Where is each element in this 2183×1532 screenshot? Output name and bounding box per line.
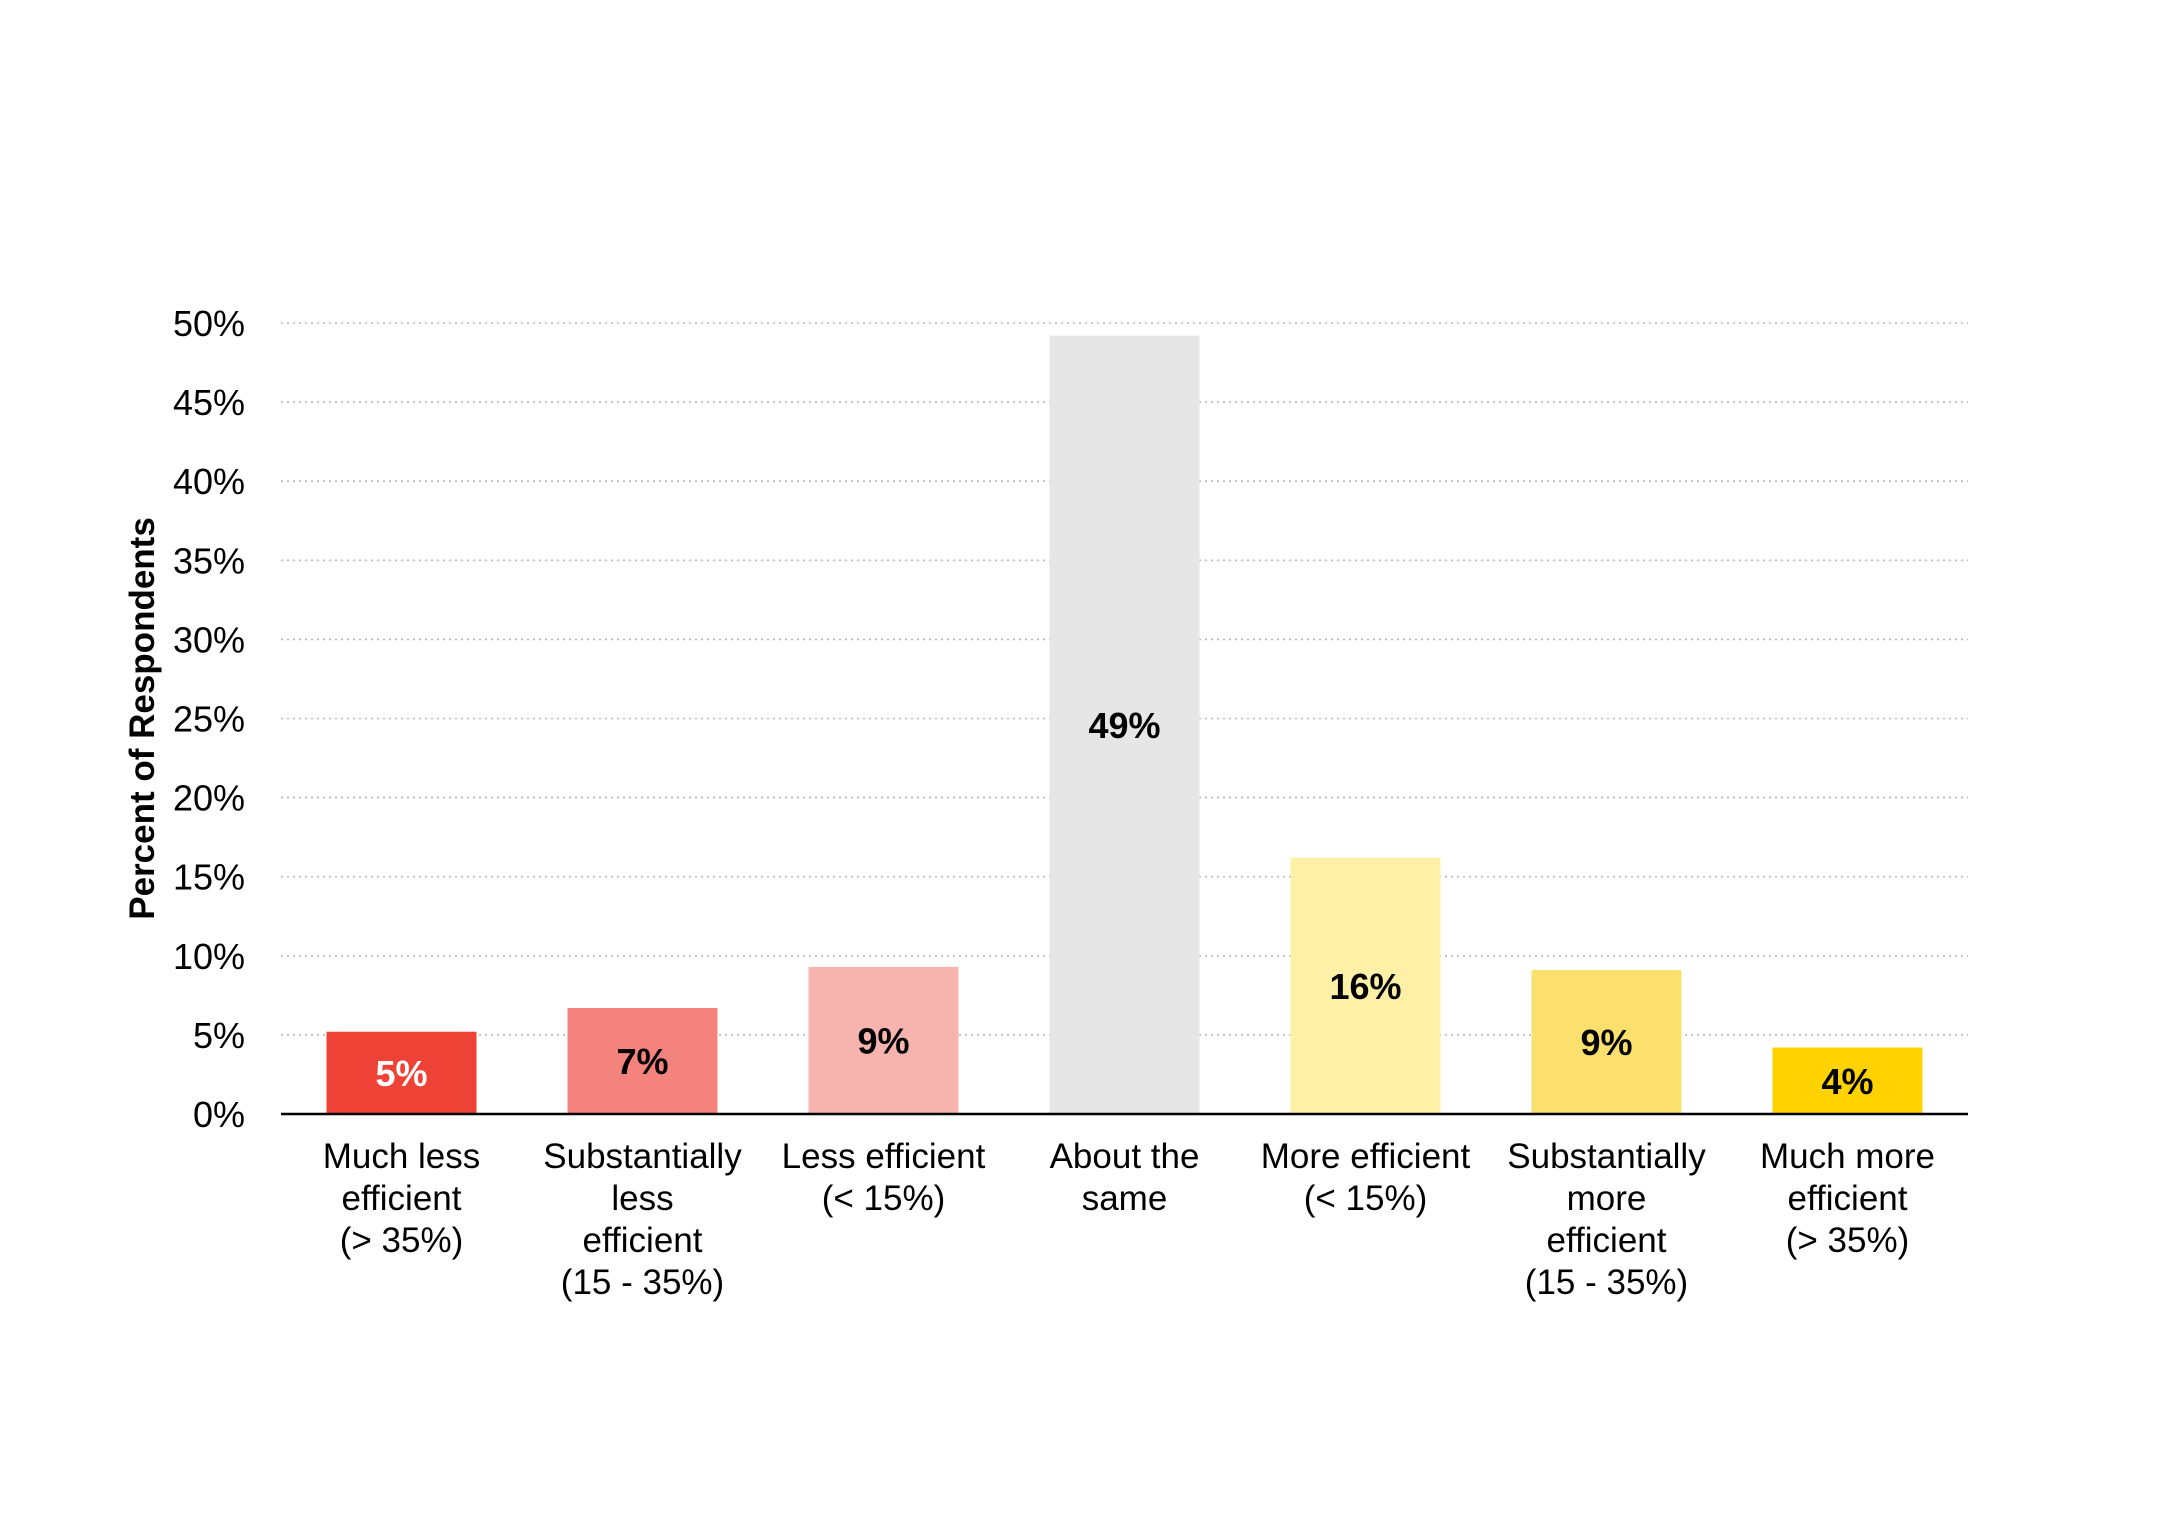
- bar: [326, 1031, 477, 1114]
- data-label: 49%: [1088, 705, 1160, 746]
- x-category-label-line: (> 35%): [340, 1221, 464, 1260]
- x-category-label-line: Less efficient: [782, 1137, 986, 1176]
- y-axis-title: Percent of Respondents: [123, 517, 162, 920]
- x-category-label: Substantially more efficient (15 - 35%): [1507, 1137, 1706, 1302]
- x-category-label-line: efficient: [342, 1179, 462, 1218]
- bar: [1772, 1047, 1923, 1114]
- y-tick-label: 35%: [173, 540, 245, 581]
- y-tick-label: 15%: [173, 857, 245, 898]
- y-tick-label: 25%: [173, 699, 245, 740]
- x-category-label-line: More efficient: [1261, 1137, 1471, 1176]
- y-tick-label: 50%: [173, 303, 245, 344]
- bar: [1531, 970, 1682, 1114]
- data-label: 16%: [1329, 966, 1401, 1007]
- bar: [567, 1008, 718, 1114]
- x-axis-category-labels: Much less efficient (> 35%)Substantially le…: [323, 1137, 1935, 1302]
- data-label: 9%: [857, 1020, 909, 1061]
- y-tick-label: 5%: [193, 1015, 245, 1056]
- y-tick-label: 45%: [173, 382, 245, 423]
- data-label: 5%: [375, 1053, 427, 1094]
- x-category-label-line: (< 15%): [822, 1179, 946, 1218]
- x-category-label-line: Substantially: [1507, 1137, 1706, 1176]
- bar: [808, 966, 959, 1114]
- y-tick-label: 0%: [193, 1094, 245, 1135]
- x-category-label: Much more efficient (> 35%): [1760, 1137, 1935, 1260]
- data-label: 7%: [616, 1041, 668, 1082]
- data-label: 9%: [1580, 1022, 1632, 1063]
- x-category-label-line: more: [1567, 1179, 1647, 1218]
- x-category-label-line: Much more: [1760, 1137, 1935, 1176]
- x-category-label-line: (15 - 35%): [561, 1263, 724, 1302]
- bar: [1290, 857, 1441, 1114]
- x-category-label-line: efficient: [583, 1221, 703, 1260]
- x-category-label: Much less efficient (> 35%): [323, 1137, 481, 1260]
- y-axis-tick-labels: 0% 5% 10% 15% 20% 25% 30% 35% 40% 45% 50%: [173, 303, 245, 1135]
- x-category-label-line: Substantially: [543, 1137, 742, 1176]
- y-tick-label: 20%: [173, 778, 245, 819]
- x-category-label-line: About the: [1050, 1137, 1200, 1176]
- bar: [1049, 335, 1200, 1114]
- y-tick-label: 10%: [173, 936, 245, 977]
- x-category-label-line: efficient: [1788, 1179, 1908, 1218]
- x-category-label-line: less: [611, 1179, 673, 1218]
- x-category-label: Less efficient (< 15%): [782, 1137, 986, 1218]
- x-category-label-line: (15 - 35%): [1525, 1263, 1688, 1302]
- bars: [326, 335, 1923, 1114]
- data-label: 4%: [1821, 1061, 1873, 1102]
- x-category-label: About the same: [1050, 1137, 1200, 1218]
- x-category-label-line: Much less: [323, 1137, 481, 1176]
- x-category-label-line: same: [1082, 1179, 1168, 1218]
- x-category-label-line: (> 35%): [1786, 1221, 1910, 1260]
- x-category-label-line: (< 15%): [1304, 1179, 1428, 1218]
- x-category-label: More efficient (< 15%): [1261, 1137, 1471, 1218]
- gridlines: [281, 322, 1968, 1036]
- x-category-label: Substantially less efficient (15 - 35%): [543, 1137, 742, 1302]
- y-tick-label: 40%: [173, 461, 245, 502]
- data-labels: 5% 7% 9% 49% 16% 9% 4%: [375, 705, 1873, 1102]
- x-category-label-line: efficient: [1547, 1221, 1667, 1260]
- y-tick-label: 30%: [173, 619, 245, 660]
